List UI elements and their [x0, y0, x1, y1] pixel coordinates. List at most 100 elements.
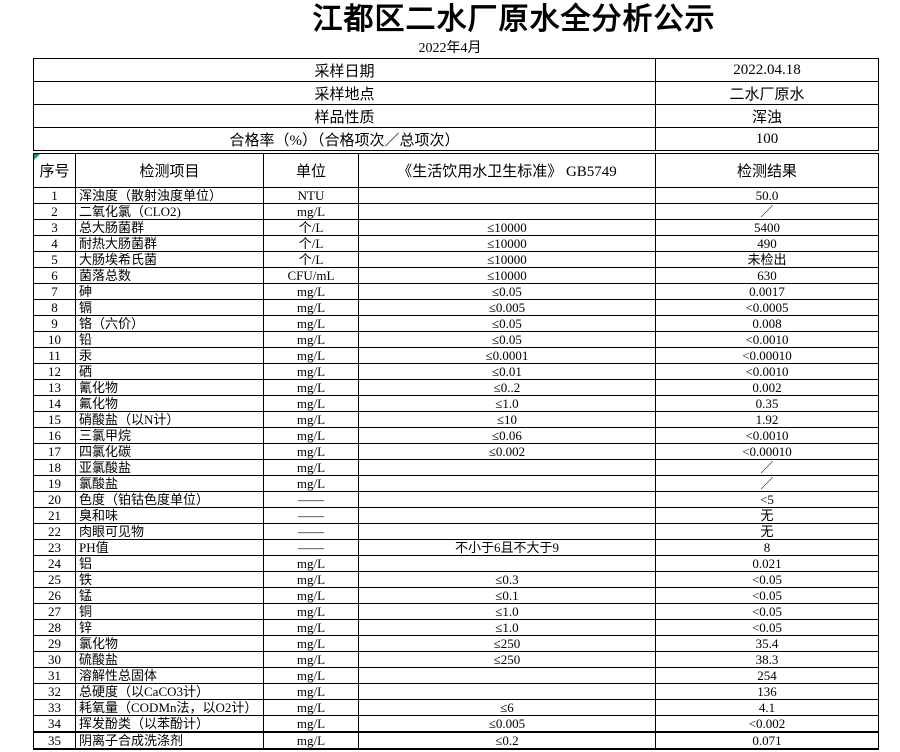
item-cell: 砷: [75, 283, 264, 301]
table-row: 29 氯化物 mg/L ≤250 35.4: [33, 635, 879, 653]
table-row: 27 铜 mg/L ≤1.0 <0.05: [33, 603, 879, 621]
seq-cell: 25: [33, 571, 76, 589]
result-cell: <0.05: [655, 619, 879, 637]
item-cell: 浑浊度（散射浊度单位）: [75, 187, 264, 205]
item-cell: 镉: [75, 299, 264, 317]
result-cell: ／: [655, 459, 879, 477]
standard-cell: [358, 507, 656, 525]
seq-cell: 26: [33, 587, 76, 605]
unit-cell: mg/L: [263, 315, 359, 333]
item-cell: 二氧化氯（CLO2): [75, 203, 264, 221]
unit-cell: mg/L: [263, 395, 359, 413]
table-row: 30 硫酸盐 mg/L ≤250 38.3: [33, 651, 879, 669]
item-cell: 汞: [75, 347, 264, 365]
unit-cell: ——: [263, 491, 359, 509]
standard-cell: ≤0.1: [358, 587, 656, 605]
table-row: 35 阴离子合成洗涤剂 mg/L ≤0.2 0.071: [33, 731, 879, 750]
result-cell: 4.1: [655, 699, 879, 717]
table-row: 6 菌落总数 CFU/mL ≤10000 630: [33, 267, 879, 285]
results-table: 序号 检测项目 单位 《生活饮用水卫生标准》 GB5749 检测结果 1 浑浊度…: [33, 153, 879, 751]
standard-cell: ≤10000: [358, 251, 656, 269]
seq-cell: 33: [33, 699, 76, 717]
result-cell: 50.0: [655, 187, 879, 205]
item-cell: 铜: [75, 603, 264, 621]
seq-cell: 2: [33, 203, 76, 221]
seq-cell: 13: [33, 379, 76, 397]
standard-cell: ≤1.0: [358, 395, 656, 413]
table-row: 26 锰 mg/L ≤0.1 <0.05: [33, 587, 879, 605]
item-cell: 菌落总数: [75, 267, 264, 285]
info-label: 采样日期: [33, 58, 656, 83]
item-cell: 氟化物: [75, 395, 264, 413]
unit-cell: ——: [263, 507, 359, 525]
result-cell: 0.071: [655, 731, 879, 750]
unit-cell: ——: [263, 539, 359, 557]
standard-cell: [358, 475, 656, 493]
unit-cell: mg/L: [263, 651, 359, 669]
table-row: 23 PH值 —— 不小于6且不大于9 8: [33, 539, 879, 557]
seq-cell: 23: [33, 539, 76, 557]
table-row: 8 镉 mg/L ≤0.005 <0.0005: [33, 299, 879, 317]
standard-cell: [358, 683, 656, 701]
result-cell: 未检出: [655, 251, 879, 269]
result-cell: 630: [655, 267, 879, 285]
result-cell: 5400: [655, 219, 879, 237]
result-cell: 136: [655, 683, 879, 701]
table-row: 3 总大肠菌群 个/L ≤10000 5400: [33, 219, 879, 237]
standard-cell: ≤10000: [358, 235, 656, 253]
item-cell: 大肠埃希氏菌: [75, 251, 264, 269]
unit-cell: mg/L: [263, 619, 359, 637]
unit-cell: mg/L: [263, 443, 359, 461]
standard-cell: [358, 459, 656, 477]
table-row: 7 砷 mg/L ≤0.05 0.0017: [33, 283, 879, 301]
seq-cell: 3: [33, 219, 76, 237]
info-label: 采样地点: [33, 81, 656, 106]
item-cell: 三氯甲烷: [75, 427, 264, 445]
seq-cell: 19: [33, 475, 76, 493]
item-cell: 耐热大肠菌群: [75, 235, 264, 253]
item-cell: 溶解性总固体: [75, 667, 264, 685]
unit-cell: mg/L: [263, 363, 359, 381]
result-cell: <5: [655, 491, 879, 509]
table-row: 11 汞 mg/L ≤0.0001 <0.00010: [33, 347, 879, 365]
table-row: 32 总硬度（以CaCO3计） mg/L 136: [33, 683, 879, 701]
standard-cell: ≤0.01: [358, 363, 656, 381]
unit-cell: mg/L: [263, 379, 359, 397]
unit-cell: mg/L: [263, 475, 359, 493]
unit-cell: mg/L: [263, 699, 359, 717]
result-cell: 490: [655, 235, 879, 253]
result-cell: 0.0017: [655, 283, 879, 301]
table-row: 17 四氯化碳 mg/L ≤0.002 <0.00010: [33, 443, 879, 461]
info-row: 合格率（%）（合格项次／总项次） 100: [33, 127, 879, 152]
unit-cell: 个/L: [263, 219, 359, 237]
table-row: 31 溶解性总固体 mg/L 254: [33, 667, 879, 685]
table-row: 21 臭和味 —— 无: [33, 507, 879, 525]
table-row: 20 色度（铂钴色度单位） —— <5: [33, 491, 879, 509]
unit-cell: mg/L: [263, 331, 359, 349]
standard-cell: ≤1.0: [358, 619, 656, 637]
seq-cell: 12: [33, 363, 76, 381]
seq-cell: 4: [33, 235, 76, 253]
unit-cell: mg/L: [263, 555, 359, 573]
unit-cell: mg/L: [263, 427, 359, 445]
unit-cell: mg/L: [263, 731, 359, 750]
seq-cell: 5: [33, 251, 76, 269]
seq-cell: 24: [33, 555, 76, 573]
seq-cell: 9: [33, 315, 76, 333]
result-cell: 0.008: [655, 315, 879, 333]
result-cell: <0.0010: [655, 427, 879, 445]
item-cell: 氰化物: [75, 379, 264, 397]
header-result: 检测结果: [655, 153, 879, 189]
analysis-sheet: 采样日期 2022.04.18 采样地点 二水厂原水 样品性质 浑浊 合格率（%…: [33, 58, 879, 751]
table-row: 9 铬（六价） mg/L ≤0.05 0.008: [33, 315, 879, 333]
item-cell: 硫酸盐: [75, 651, 264, 669]
result-cell: 无: [655, 523, 879, 541]
sample-info-table: 采样日期 2022.04.18 采样地点 二水厂原水 样品性质 浑浊 合格率（%…: [33, 58, 879, 152]
seq-cell: 16: [33, 427, 76, 445]
info-label: 样品性质: [33, 104, 656, 129]
unit-cell: mg/L: [263, 459, 359, 477]
item-cell: 锰: [75, 587, 264, 605]
result-cell: <0.00010: [655, 347, 879, 365]
unit-cell: mg/L: [263, 603, 359, 621]
standard-cell: ≤0.005: [358, 299, 656, 317]
